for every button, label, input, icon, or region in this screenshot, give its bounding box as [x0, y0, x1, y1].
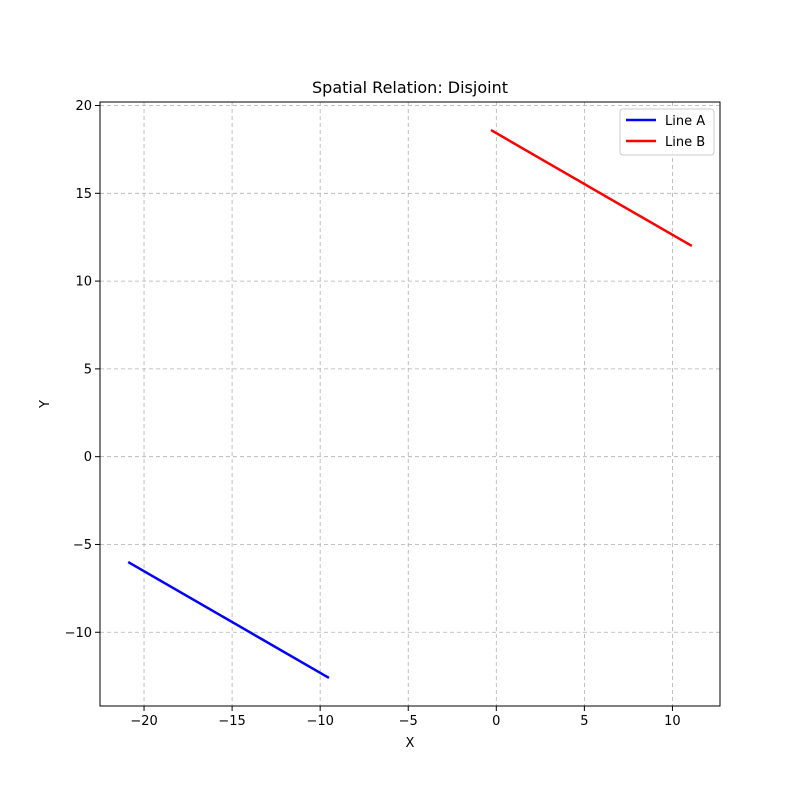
y-tick-label: 10 — [75, 275, 92, 290]
y-tick-label: 20 — [75, 99, 92, 114]
x-tick-label: 0 — [492, 714, 500, 729]
series-group — [127, 129, 693, 679]
legend: Line A Line B — [619, 108, 715, 156]
x-tick-label: −15 — [218, 714, 245, 729]
x-tick-label: −10 — [306, 714, 333, 729]
chart-title: Spatial Relation: Disjoint — [312, 78, 508, 97]
y-tick-label: 5 — [84, 362, 92, 377]
y-axis-ticks: −10 −5 0 5 10 15 20 — [65, 99, 100, 641]
x-tick-label: 10 — [664, 714, 681, 729]
x-axis-label: X — [406, 736, 415, 751]
plot-frame — [99, 101, 721, 707]
y-tick-label: −10 — [65, 626, 92, 641]
x-tick-label: 5 — [580, 714, 588, 729]
series-line-b — [490, 129, 693, 248]
y-axis-label: Y — [38, 400, 53, 409]
x-tick-label: −5 — [399, 714, 418, 729]
x-axis-ticks: −20 −15 −10 −5 0 5 10 — [130, 706, 681, 729]
x-tick-label: −20 — [130, 714, 157, 729]
grid — [100, 102, 720, 706]
legend-label-line-b: Line B — [665, 135, 705, 150]
y-tick-label: 15 — [75, 187, 92, 202]
y-tick-label: 0 — [84, 450, 92, 465]
y-tick-label: −5 — [73, 538, 92, 553]
series-line-a — [127, 560, 330, 679]
legend-label-line-a: Line A — [665, 114, 705, 129]
